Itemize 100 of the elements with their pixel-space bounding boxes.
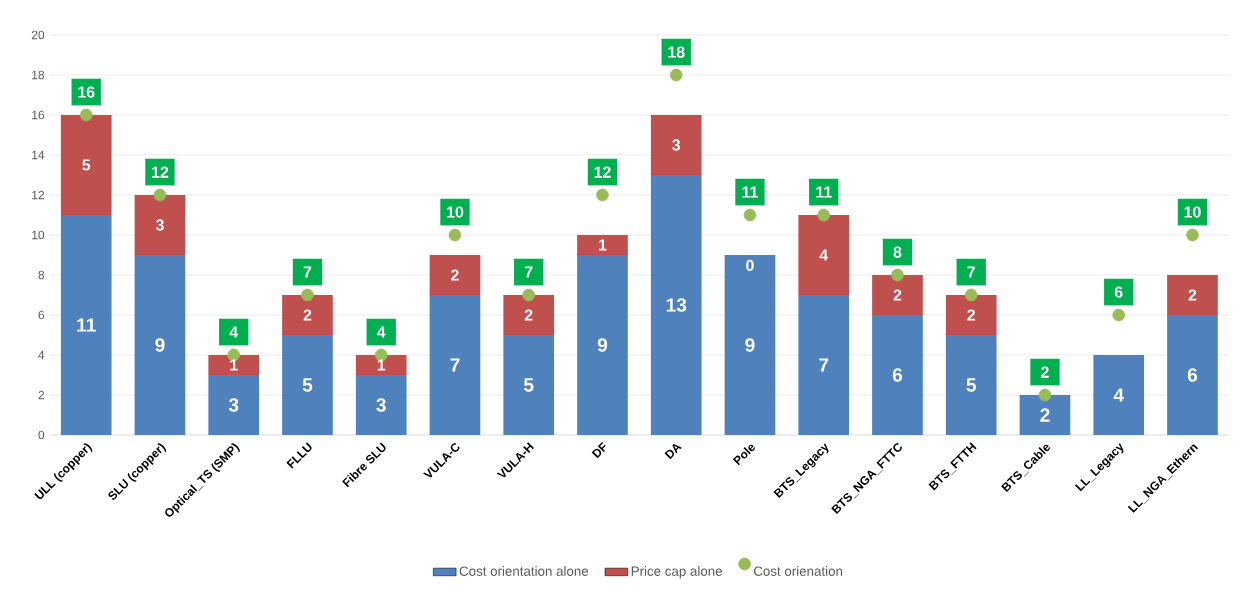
- bar: [945, 295, 997, 335]
- data-label: 12: [594, 166, 611, 178]
- data-label: 3: [228, 398, 239, 412]
- bar: [650, 115, 702, 175]
- point: [596, 188, 609, 202]
- bar: [282, 295, 333, 335]
- point: [669, 68, 683, 82]
- data-label: 9: [745, 338, 755, 352]
- data-label: 1: [599, 239, 607, 251]
- bar: [60, 115, 112, 215]
- data-label: 11: [742, 186, 758, 198]
- bar: [60, 215, 112, 435]
- point: [743, 208, 757, 222]
- data-label: 2: [451, 269, 459, 281]
- data-label: 12: [152, 166, 169, 178]
- data-label: 5: [966, 378, 977, 392]
- y-tick-label: 10: [32, 230, 45, 240]
- data-label: 5: [82, 159, 91, 171]
- point: [891, 268, 904, 282]
- point: [964, 288, 978, 302]
- bar: [282, 335, 333, 435]
- bar: [1093, 355, 1145, 435]
- bar: [1167, 275, 1218, 315]
- legend-label: Cost orienation: [753, 566, 843, 576]
- data-label: 8: [893, 246, 902, 258]
- y-tick-label: 20: [31, 30, 45, 40]
- data-label: 4: [377, 326, 386, 338]
- data-label: 10: [1184, 206, 1201, 218]
- data-label: 3: [376, 398, 386, 412]
- bar: [798, 295, 850, 435]
- data-label: 1: [377, 359, 386, 371]
- bar: [503, 335, 555, 435]
- data-label: 6: [1187, 368, 1198, 382]
- bar: [134, 255, 186, 435]
- data-label: 7: [819, 358, 829, 372]
- bar: [577, 235, 628, 255]
- x-tick-label: DA: [664, 444, 682, 460]
- data-label: 6: [892, 368, 903, 382]
- data-label: 9: [597, 338, 608, 352]
- data-label: 4: [1113, 388, 1124, 402]
- data-label: 3: [672, 139, 681, 151]
- point: [301, 288, 314, 302]
- y-tick-label: 12: [32, 190, 45, 200]
- data-label: 7: [524, 266, 533, 278]
- data-label: 16: [78, 86, 95, 98]
- data-label: 2: [1040, 408, 1050, 422]
- data-label: 13: [666, 298, 687, 312]
- data-label: 1: [230, 359, 238, 371]
- point: [1038, 388, 1052, 402]
- data-label: 3: [155, 219, 164, 231]
- bar: [650, 175, 702, 435]
- point: [1186, 228, 1199, 242]
- bar: [208, 355, 260, 375]
- y-tick-label: 14: [32, 150, 45, 160]
- bar: [798, 215, 850, 295]
- point: [153, 188, 167, 202]
- y-tick-label: 18: [32, 70, 45, 80]
- data-label: 7: [450, 358, 460, 372]
- data-label: 2: [524, 309, 533, 321]
- data-label: 6: [1114, 286, 1123, 298]
- bar: [945, 335, 997, 435]
- data-label: 2: [1188, 289, 1197, 301]
- y-tick-label: 0: [38, 430, 45, 440]
- bar: [429, 255, 481, 295]
- y-tick-label: 6: [38, 310, 45, 320]
- data-label: 2: [1041, 366, 1049, 378]
- bar: [429, 295, 481, 435]
- legend-label: Price cap alone: [631, 566, 722, 579]
- bar: [208, 375, 260, 435]
- bar: [577, 255, 628, 435]
- bar: [1019, 395, 1071, 435]
- data-label: 2: [303, 309, 312, 321]
- point: [79, 108, 93, 122]
- y-tick-label: 4: [38, 350, 45, 360]
- point: [817, 208, 830, 222]
- bar: [355, 355, 407, 375]
- point: [448, 228, 462, 242]
- data-label: 5: [302, 378, 313, 392]
- data-label: 4: [229, 326, 239, 338]
- legend-label: Cost orientation alone: [459, 566, 589, 576]
- data-label: 2: [967, 309, 976, 321]
- data-label: 11: [816, 186, 832, 198]
- bar: [872, 275, 923, 315]
- bar: [872, 315, 923, 435]
- data-label: 9: [155, 338, 165, 352]
- bar: [724, 255, 776, 435]
- data-label: 11: [77, 318, 96, 332]
- data-label: 4: [819, 249, 829, 261]
- y-tick-label: 2: [38, 390, 45, 400]
- data-label: 0: [746, 259, 754, 272]
- y-tick-label: 16: [32, 110, 45, 120]
- data-label: 10: [447, 206, 464, 218]
- data-label: 18: [668, 46, 685, 58]
- bar: [134, 195, 186, 255]
- point: [1112, 308, 1125, 322]
- data-label: 7: [967, 266, 975, 278]
- data-label: 2: [893, 289, 902, 301]
- bar: [355, 375, 407, 435]
- bar: [1167, 315, 1218, 435]
- bar: [503, 295, 555, 335]
